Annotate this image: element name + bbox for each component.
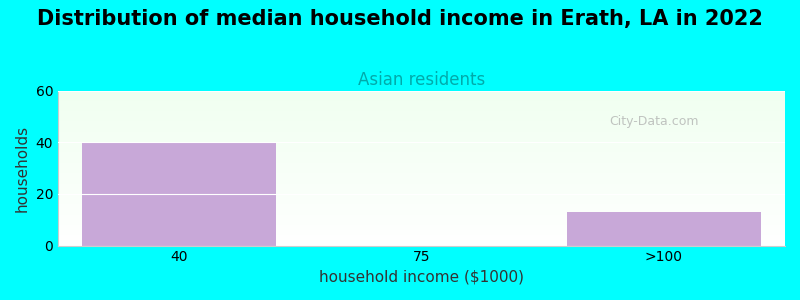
Bar [567, 212, 761, 246]
Y-axis label: households: households [15, 124, 30, 212]
X-axis label: household income ($1000): household income ($1000) [319, 270, 524, 285]
Title: Asian residents: Asian residents [358, 71, 485, 89]
Text: City-Data.com: City-Data.com [610, 115, 699, 128]
Bar [82, 142, 276, 246]
Text: Distribution of median household income in Erath, LA in 2022: Distribution of median household income … [37, 9, 763, 29]
